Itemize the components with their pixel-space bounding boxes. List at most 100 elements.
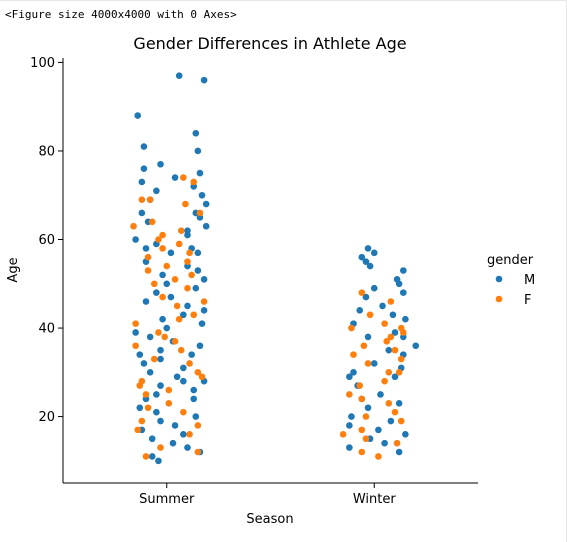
point-F	[358, 289, 366, 296]
point-F	[144, 267, 152, 274]
point-M	[370, 249, 378, 257]
point-M	[194, 249, 202, 257]
point-F	[194, 422, 202, 429]
point-F	[360, 342, 368, 350]
point-M	[153, 391, 160, 398]
point-F	[180, 408, 187, 416]
point-M	[171, 422, 179, 429]
legend-marker-F	[495, 295, 503, 303]
point-M	[153, 187, 160, 195]
point-F	[381, 320, 388, 327]
point-M	[159, 315, 166, 323]
point-F	[190, 178, 198, 186]
point-M	[375, 426, 382, 434]
point-M	[198, 320, 206, 327]
point-F	[186, 431, 193, 438]
y-tick-label: 100	[30, 56, 55, 71]
point-F	[194, 448, 202, 456]
point-M	[180, 364, 187, 372]
point-M	[142, 245, 150, 252]
point-F	[397, 355, 405, 363]
point-M	[138, 209, 146, 217]
point-M	[155, 457, 162, 465]
point-F	[196, 209, 204, 217]
point-M	[157, 160, 164, 168]
point-F	[395, 369, 403, 376]
point-M	[190, 386, 198, 394]
point-M	[346, 422, 353, 429]
point-M	[377, 391, 384, 398]
point-M	[184, 444, 191, 451]
point-M	[358, 253, 366, 261]
y-axis-label: Age	[6, 257, 21, 282]
point-F	[350, 351, 357, 358]
point-M	[402, 431, 409, 438]
point-F	[134, 426, 141, 434]
point-M	[402, 315, 409, 323]
y-tick-label: 40	[38, 322, 55, 337]
y-ticks: 20 40 60 80 100	[30, 56, 63, 425]
point-F	[346, 391, 353, 398]
point-M	[167, 293, 175, 301]
point-M	[400, 267, 407, 274]
point-F	[132, 342, 139, 350]
point-F	[385, 369, 393, 376]
point-M	[200, 276, 208, 283]
point-M	[132, 329, 139, 336]
legend-label-M: M	[524, 273, 535, 288]
point-M	[148, 435, 156, 443]
point-F	[144, 253, 152, 261]
point-M	[140, 143, 148, 150]
point-M	[153, 408, 160, 416]
point-F	[184, 258, 191, 265]
point-F	[175, 315, 183, 323]
point-M	[202, 200, 210, 208]
point-F	[159, 293, 166, 301]
point-F	[151, 355, 158, 363]
point-F	[364, 360, 372, 367]
point-F	[173, 302, 181, 310]
point-F	[358, 395, 366, 403]
cell-output-text: <Figure size 4000x4000 with 0 Axes>	[5, 8, 237, 21]
point-F	[356, 382, 364, 389]
point-M	[364, 245, 372, 252]
point-F	[186, 249, 193, 257]
point-F	[161, 333, 168, 341]
point-M	[379, 302, 386, 310]
point-M	[366, 262, 374, 270]
point-M	[391, 373, 399, 381]
point-F	[188, 271, 195, 279]
point-F	[175, 240, 183, 248]
point-F	[171, 276, 179, 283]
point-M	[140, 360, 148, 367]
point-F	[385, 400, 393, 407]
point-F	[391, 346, 399, 354]
points-layer	[130, 72, 420, 465]
point-M	[146, 369, 154, 376]
x-tick-label: Winter	[353, 492, 397, 507]
point-F	[165, 386, 173, 394]
point-M	[362, 293, 370, 301]
point-F	[194, 369, 202, 376]
point-M	[163, 280, 171, 288]
point-M	[184, 231, 191, 239]
point-F	[130, 222, 137, 230]
point-M	[196, 342, 204, 350]
point-F	[400, 329, 407, 336]
point-M	[167, 249, 175, 257]
point-M	[148, 453, 156, 460]
point-M	[175, 72, 183, 80]
point-F	[138, 196, 146, 203]
legend: gender MF	[487, 253, 535, 308]
y-tick-label: 20	[38, 410, 55, 425]
point-M	[157, 355, 164, 363]
point-M	[348, 413, 355, 420]
point-M	[136, 351, 144, 358]
point-F	[177, 346, 185, 354]
point-M	[370, 360, 378, 367]
point-F	[180, 174, 187, 181]
point-M	[188, 351, 195, 358]
point-F	[358, 448, 366, 456]
point-M	[180, 311, 187, 319]
point-F	[144, 404, 152, 412]
